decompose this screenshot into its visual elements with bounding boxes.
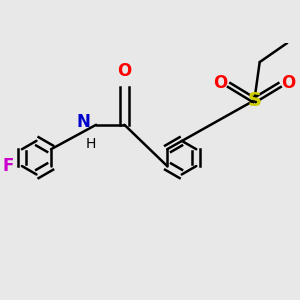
Text: O: O [117, 62, 131, 80]
Text: F: F [3, 157, 14, 175]
Text: N: N [77, 113, 91, 131]
Text: O: O [282, 74, 296, 92]
Text: S: S [247, 91, 261, 110]
Text: H: H [85, 137, 96, 151]
Text: O: O [213, 74, 227, 92]
